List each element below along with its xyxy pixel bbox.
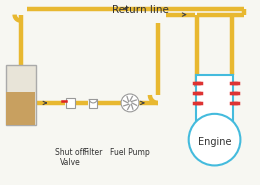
Bar (6, 92, 35, 125)
Bar (196, 75, 233, 123)
Text: Engine: Engine (198, 137, 231, 147)
Bar (66, 98, 75, 108)
Bar (89, 99, 97, 108)
Circle shape (121, 94, 139, 112)
Text: Return line: Return line (112, 5, 168, 15)
Bar (6, 65, 36, 125)
Circle shape (189, 114, 240, 165)
Text: Shut off
Valve: Shut off Valve (55, 148, 85, 167)
Text: Filter: Filter (83, 148, 103, 157)
Text: Fuel Pump: Fuel Pump (110, 148, 150, 157)
